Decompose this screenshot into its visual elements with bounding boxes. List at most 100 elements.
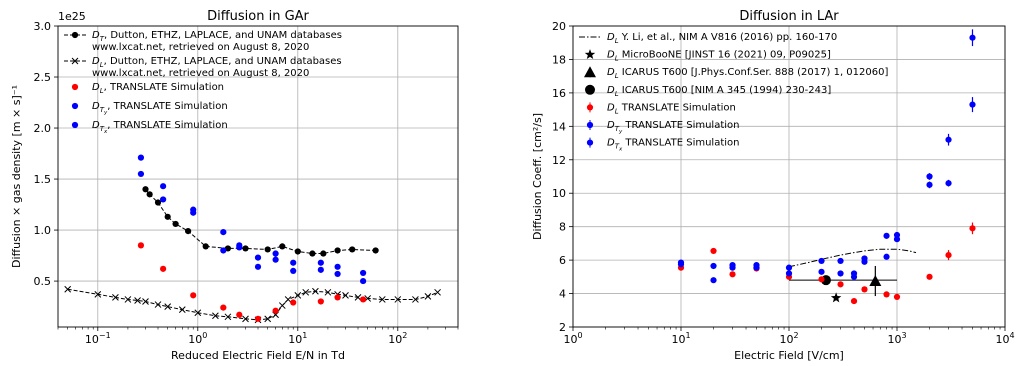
legend-label-0-4: DTx, TRANSLATE Simulation	[92, 120, 228, 135]
x-tick-exponent: 0	[577, 331, 582, 340]
point-0-0-11	[294, 248, 301, 255]
point-0-1-7	[164, 303, 172, 310]
point-0-0-13	[320, 250, 327, 257]
point-0-4-9	[334, 270, 341, 278]
y-tick-label-0-5: 3.0	[34, 20, 52, 33]
x-tick-base: 10	[288, 333, 302, 346]
point-0-0-12	[309, 250, 316, 257]
legend-subscript: L	[615, 107, 619, 115]
point-0-2-3	[220, 304, 227, 311]
x-tick-label-1-3: 103	[887, 331, 906, 346]
legend-text: ICARUS T600 [NIM A 345 (1994) 230-243]	[619, 85, 832, 96]
legend-label-1-4: DL TRANSLATE Simulation	[607, 102, 736, 115]
point-0-1-26	[378, 296, 386, 303]
x-axis-label-1: Electric Field [V/cm]	[734, 349, 844, 362]
y-tick-label-0-3: 2.0	[34, 122, 52, 135]
y-tick-label-0-0: 0.5	[34, 275, 52, 288]
legend-handle-0-2	[71, 83, 79, 91]
axes-frame-0	[57, 25, 459, 328]
point-0-3-6	[272, 256, 279, 263]
x-tick-label-1-2: 102	[779, 331, 798, 346]
point-0-0-2	[154, 199, 162, 206]
x-tick-base: 10	[779, 333, 793, 346]
legend-symbol: D	[607, 67, 615, 78]
x-tick-base: 10	[188, 333, 202, 346]
point-1-6-11	[926, 181, 933, 188]
legend-symbol: D	[607, 138, 615, 149]
point-0-3-8	[317, 259, 324, 266]
legend-subsubscript: x	[618, 147, 623, 153]
point-1-5-5	[818, 257, 825, 265]
legend-symbol: D	[92, 82, 100, 93]
point-0-2-7	[290, 299, 297, 306]
point-1-5-6	[837, 270, 844, 277]
point-0-1-17	[284, 296, 292, 303]
point-0-1-4	[134, 297, 141, 304]
point-0-1-3	[124, 296, 132, 303]
point-1-6-2	[729, 264, 736, 271]
legend-0: DT, Dutton, ETHZ, LAPLACE, and UNAM data…	[64, 30, 342, 135]
legend-subsubscript: x	[103, 129, 108, 135]
chart-0: 10−1 100 101 1020.51.01.52.02.53.0Diffusion…	[10, 9, 459, 362]
chart-1: 100 101 102 103 1042468101214161820Diffusion…	[531, 9, 1015, 362]
series-1-1	[830, 292, 842, 303]
legend-label-1-5: DTy TRANSLATE Simulation	[607, 120, 740, 135]
x-tick-label-1-4: 104	[995, 331, 1014, 346]
series-0-2	[137, 242, 367, 322]
legend-handle-0-3	[71, 102, 79, 110]
axes-frame-1	[572, 25, 1006, 328]
point-1-4-7	[850, 297, 858, 305]
x-tick-exponent: 3	[901, 331, 906, 340]
point-1-6-9	[883, 232, 890, 239]
point-0-4-8	[317, 266, 324, 273]
point-0-3-3	[220, 229, 227, 236]
point-0-1-18	[294, 292, 302, 299]
point-0-3-7	[290, 259, 297, 266]
y-tick-label-1-7: 16	[552, 87, 566, 100]
series-0-4	[137, 170, 367, 285]
point-0-3-5	[254, 254, 262, 261]
legend-symbol: D	[92, 56, 100, 67]
point-1-5-9	[883, 253, 890, 260]
x-tick-exponent: 1	[302, 331, 307, 340]
point-0-1-5	[142, 298, 149, 305]
y-axis-label-1: Diffusion Coeff. [cm²/s]	[531, 113, 544, 240]
point-0-3-0	[137, 154, 145, 161]
point-0-1-16	[278, 302, 286, 309]
x-tick-base: 10	[995, 333, 1009, 346]
x-tick-exponent: 1	[685, 331, 690, 340]
point-0-2-2	[190, 292, 197, 299]
y-tick-label-1-6: 14	[552, 120, 566, 133]
series-1-4	[677, 222, 976, 305]
series-1-2	[869, 265, 882, 297]
point-1-6-4	[785, 270, 793, 277]
point-0-1-11	[224, 313, 232, 321]
x-tick-base: 10	[388, 333, 402, 346]
point-0-0-6	[202, 243, 209, 250]
point-1-6-0	[677, 259, 685, 266]
y-tick-label-1-8: 18	[552, 53, 566, 66]
legend-subsubscript: y	[103, 110, 108, 116]
point-0-4-4	[236, 244, 243, 251]
legend-label-1-1: DL MicroBooNE [JINST 16 (2021) 09, P0902…	[607, 50, 831, 63]
point-1-4-13	[969, 225, 976, 232]
legend-handle-0-4	[71, 121, 79, 129]
point-1-4-9	[883, 291, 890, 298]
point-1-5-11	[926, 173, 933, 180]
legend-text: Y. Li, et al., NIM A V816 (2016) pp. 160…	[619, 32, 838, 43]
y-tick-label-0-4: 2.5	[34, 71, 52, 84]
legend-handle-1-3	[585, 84, 595, 95]
point-0-4-2	[190, 209, 197, 216]
point-0-2-0	[137, 242, 145, 249]
x-tick-label-0-0: 10−1	[85, 331, 111, 346]
point-1-6-1	[710, 262, 717, 270]
x-tick-exponent: −1	[99, 331, 111, 340]
series-line-0-1	[67, 288, 438, 321]
x-tick-base: 10	[85, 333, 99, 346]
legend-symbol: D	[607, 50, 615, 61]
legend-label-1-6: DTx TRANSLATE Simulation	[607, 138, 740, 153]
legend-subscript: L	[100, 61, 104, 69]
point-0-1-30	[434, 288, 441, 296]
point-0-0-0	[142, 186, 149, 193]
legend-handle-0-0	[71, 31, 79, 39]
